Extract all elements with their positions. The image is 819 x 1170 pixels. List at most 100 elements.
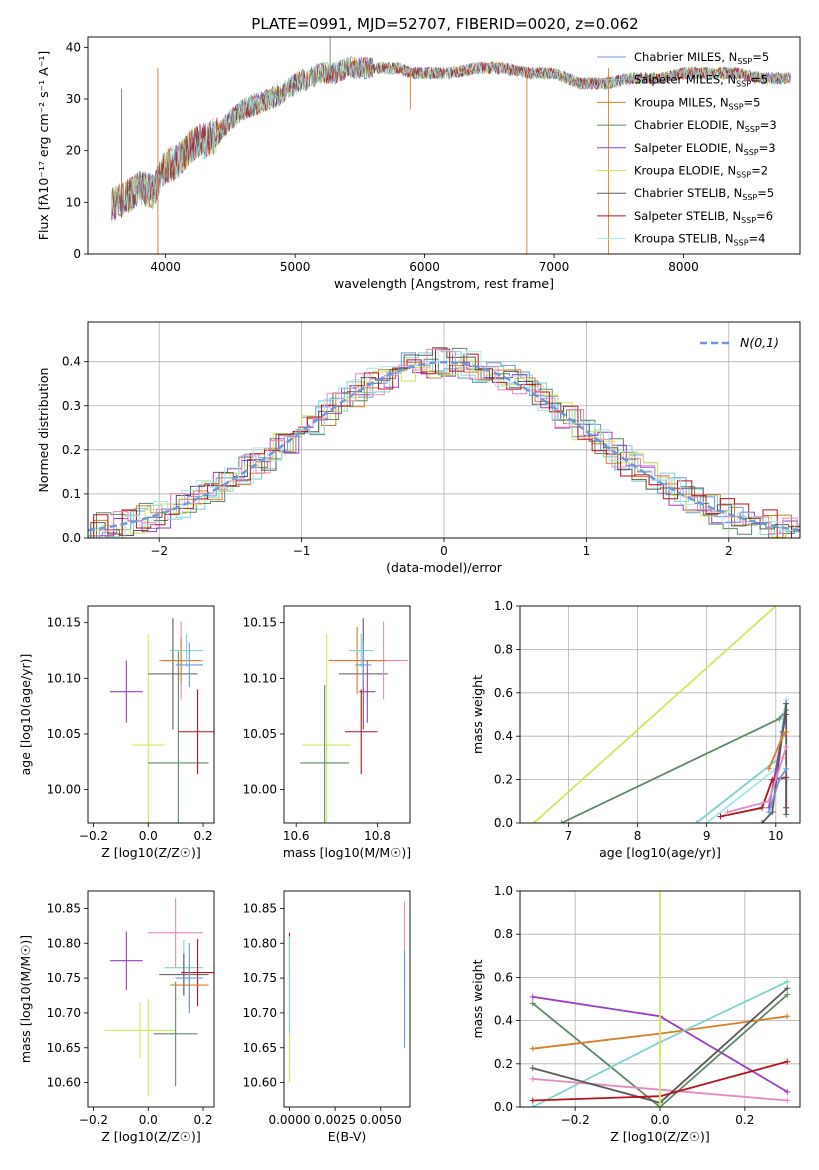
y-tick-label: 0.0: [62, 531, 81, 545]
x-tick-label: −0.2: [561, 1113, 590, 1127]
panel-residuals: [84, 321, 801, 542]
y-tick-label: 0.0: [494, 816, 513, 830]
data-point-marker: [779, 733, 786, 740]
legend-label: Salpeter MILES, NSSP=5: [634, 73, 768, 89]
y-tick-label: 10.00: [243, 783, 277, 797]
y-tick-label: 0.0: [494, 1100, 513, 1114]
plot-area: [288, 901, 406, 1083]
data-point-marker: [717, 813, 724, 820]
data-point-marker: [772, 606, 779, 609]
y-tick-label: 10.65: [47, 1041, 81, 1055]
panel-mass-vs-Z: [84, 890, 215, 1111]
x-tick-label: 9: [703, 829, 711, 843]
data-point-marker: [657, 891, 663, 894]
y-axis-label: age [log10(age/yr)]: [18, 654, 33, 776]
x-tick-label: 7: [565, 829, 573, 843]
data-point-marker: [784, 1058, 791, 1065]
data-point-marker: [776, 715, 783, 722]
y-tick-label: 0.6: [494, 970, 513, 984]
y-tick-label: 0.2: [494, 1057, 513, 1071]
data-point-marker: [530, 820, 537, 823]
y-tick-label: 1.0: [494, 599, 513, 613]
legend-label: Chabrier STELIB, NSSP=5: [634, 186, 774, 202]
data-point-marker: [724, 809, 731, 816]
legend-label: Kroupa MILES, NSSP=5: [634, 95, 760, 111]
x-axis-label: Z [log10(Z/Z☉)]: [610, 1129, 710, 1144]
axes-frame: [283, 890, 411, 1108]
y-tick-label: 0: [73, 247, 81, 261]
y-axis-label: mass weight: [470, 959, 485, 1038]
x-tick-label: 0.0025: [314, 1113, 356, 1127]
legend-label: Salpeter STELIB, NSSP=6: [634, 209, 773, 225]
spectrum-series-line: [111, 56, 792, 221]
y-axis-label: mass [log10(M/M☉)]: [18, 935, 33, 1063]
panel-mass-weight-vs-Z: [516, 890, 801, 1111]
x-tick-label: 10.6: [283, 829, 310, 843]
y-tick-label: 10.85: [47, 901, 81, 915]
data-point-marker: [783, 811, 790, 818]
y-tick-label: 40: [66, 40, 81, 54]
series-line: [761, 703, 788, 823]
x-tick-label: −2: [150, 544, 168, 558]
data-point-marker: [529, 993, 536, 1000]
data-point-marker: [784, 978, 791, 985]
data-point-marker: [776, 776, 783, 783]
y-tick-label: 0.4: [494, 729, 513, 743]
x-tick-label: −1: [293, 544, 311, 558]
plot-area: [530, 606, 790, 823]
data-point-marker: [529, 1000, 536, 1007]
histogram-series: [88, 347, 800, 538]
panel-mass-weight-vs-age: [516, 605, 801, 827]
y-tick-label: 30: [66, 92, 81, 106]
data-point-marker: [529, 1065, 536, 1072]
plot-area: [300, 618, 408, 823]
legend-label: N(0,1): [740, 335, 779, 350]
data-point-marker: [703, 820, 710, 823]
x-axis-label: E(B-V): [328, 1129, 367, 1144]
y-tick-label: 0.4: [494, 1014, 513, 1028]
data-point-marker: [758, 820, 765, 823]
panel-spectrum: Chabrier MILES, NSSP=5 Salpeter MILES, NS…: [84, 36, 801, 258]
series-line: [533, 606, 777, 823]
y-tick-label: 10.05: [243, 727, 277, 741]
y-tick-label: 0.1: [62, 487, 81, 501]
normal-curve: [88, 360, 798, 532]
y-axis-label: mass weight: [470, 675, 485, 754]
data-point-marker: [765, 765, 772, 772]
x-tick-label: 0: [440, 544, 448, 558]
x-tick-label: 8000: [668, 260, 699, 274]
x-tick-label: −0.2: [79, 829, 108, 843]
y-axis-label: Flux [fλ10⁻¹⁷ erg cm⁻² s⁻¹ A⁻¹]: [36, 51, 51, 240]
y-tick-label: 10.70: [243, 1006, 277, 1020]
y-axis-label: Normed distribution: [36, 368, 51, 493]
x-axis-label: Z [log10(Z/Z☉)]: [101, 845, 201, 860]
x-tick-label: 0.0000: [268, 1113, 310, 1127]
y-tick-label: 10.75: [47, 971, 81, 985]
histogram-series: [88, 348, 800, 538]
y-tick-label: 10.05: [47, 727, 81, 741]
data-point-marker: [558, 820, 565, 823]
axes-frame: [87, 36, 801, 255]
plot-area: [529, 891, 791, 1107]
y-tick-label: 0.4: [62, 355, 81, 369]
data-point-marker: [693, 820, 700, 823]
data-point-marker: [529, 1075, 536, 1082]
y-tick-label: 0.6: [494, 686, 513, 700]
data-point-marker: [784, 991, 791, 998]
x-tick-label: 1: [583, 544, 591, 558]
axes-frame: [283, 605, 411, 824]
y-tick-label: 0.2: [62, 443, 81, 457]
x-axis-label: mass [log10(M/M☉)]: [283, 845, 411, 860]
axes-frame: [519, 890, 801, 1108]
y-tick-label: 10.85: [243, 901, 277, 915]
y-tick-label: 10: [66, 195, 81, 209]
data-point-marker: [784, 1097, 791, 1104]
x-tick-label: 8: [634, 829, 642, 843]
legend-label: Chabrier ELODIE, NSSP=3: [634, 118, 777, 134]
series-line: [532, 994, 788, 1107]
y-tick-label: 0.2: [494, 773, 513, 787]
legend-label: Chabrier MILES, NSSP=5: [634, 50, 769, 66]
histogram-series: [88, 349, 800, 538]
y-tick-label: 10.15: [47, 616, 81, 630]
